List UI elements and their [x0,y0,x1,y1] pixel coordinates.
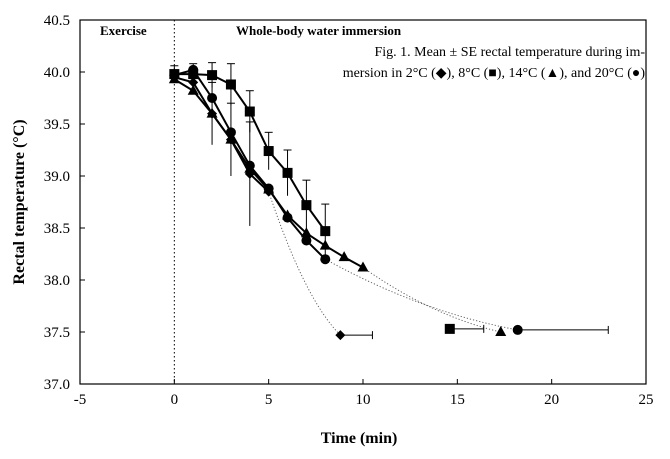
circle-marker [207,93,218,103]
y-tick-label: 39.0 [44,169,70,185]
y-tick-label: 37.5 [44,325,70,341]
square-marker [244,106,255,117]
data-series [168,62,609,341]
y-axis-label: Rectal temperature (°C) [11,119,28,284]
triangle-marker [357,261,369,272]
square-marker [444,323,455,334]
x-tick-label: 20 [544,392,559,408]
triangle-marker [282,209,294,220]
square-marker [188,69,199,80]
extrapolation-line [268,191,341,336]
x-axis-label: Time (min) [321,430,398,447]
extrapolation-line [362,267,501,333]
triangle-marker [338,251,350,262]
square-marker [301,200,312,211]
y-tick-label: 39.5 [44,117,70,133]
x-tick-label: 0 [171,392,179,408]
x-tick-label: -5 [74,392,87,408]
diamond-marker [335,330,346,341]
x-tick-label: 25 [639,392,654,408]
circle-marker [301,235,312,246]
triangle-marker [206,107,218,118]
y-tick-label: 38.0 [44,273,70,289]
x-tick-label: 15 [450,392,465,408]
y-tick-label: 37.0 [44,377,70,393]
square-marker [263,146,274,157]
square-marker [225,79,236,90]
extrapolation-line [325,258,518,331]
triangle-marker [263,183,275,194]
series-diamond [169,72,373,341]
exercise-label: Exercise [100,23,147,38]
square-marker [320,226,331,237]
triangle-marker [300,227,312,238]
series-line [173,78,364,269]
circle-marker [512,324,523,335]
x-tick-label: 10 [356,392,371,408]
immersion-label: Whole-body water immersion [236,23,402,38]
triangle-marker [225,133,237,144]
square-marker [282,167,293,178]
figure-caption-line-1: Fig. 1. Mean ± SE rectal temperature dur… [375,45,646,60]
y-tick-label: 40.0 [44,65,70,81]
square-marker [169,69,180,80]
square-marker [207,70,218,81]
x-tick-label: 5 [265,392,273,408]
triangle-marker [495,326,507,336]
triangle-marker [187,84,199,95]
figure-caption-line-2: mersion in 2°C (◆), 8°C (■), 14°C (▲), a… [343,66,646,81]
series-circle [169,64,609,335]
circle-marker [320,254,331,265]
series-square [169,62,485,334]
triangle-marker [244,162,256,173]
y-tick-label: 40.5 [44,13,70,29]
y-tick-label: 38.5 [44,221,70,237]
